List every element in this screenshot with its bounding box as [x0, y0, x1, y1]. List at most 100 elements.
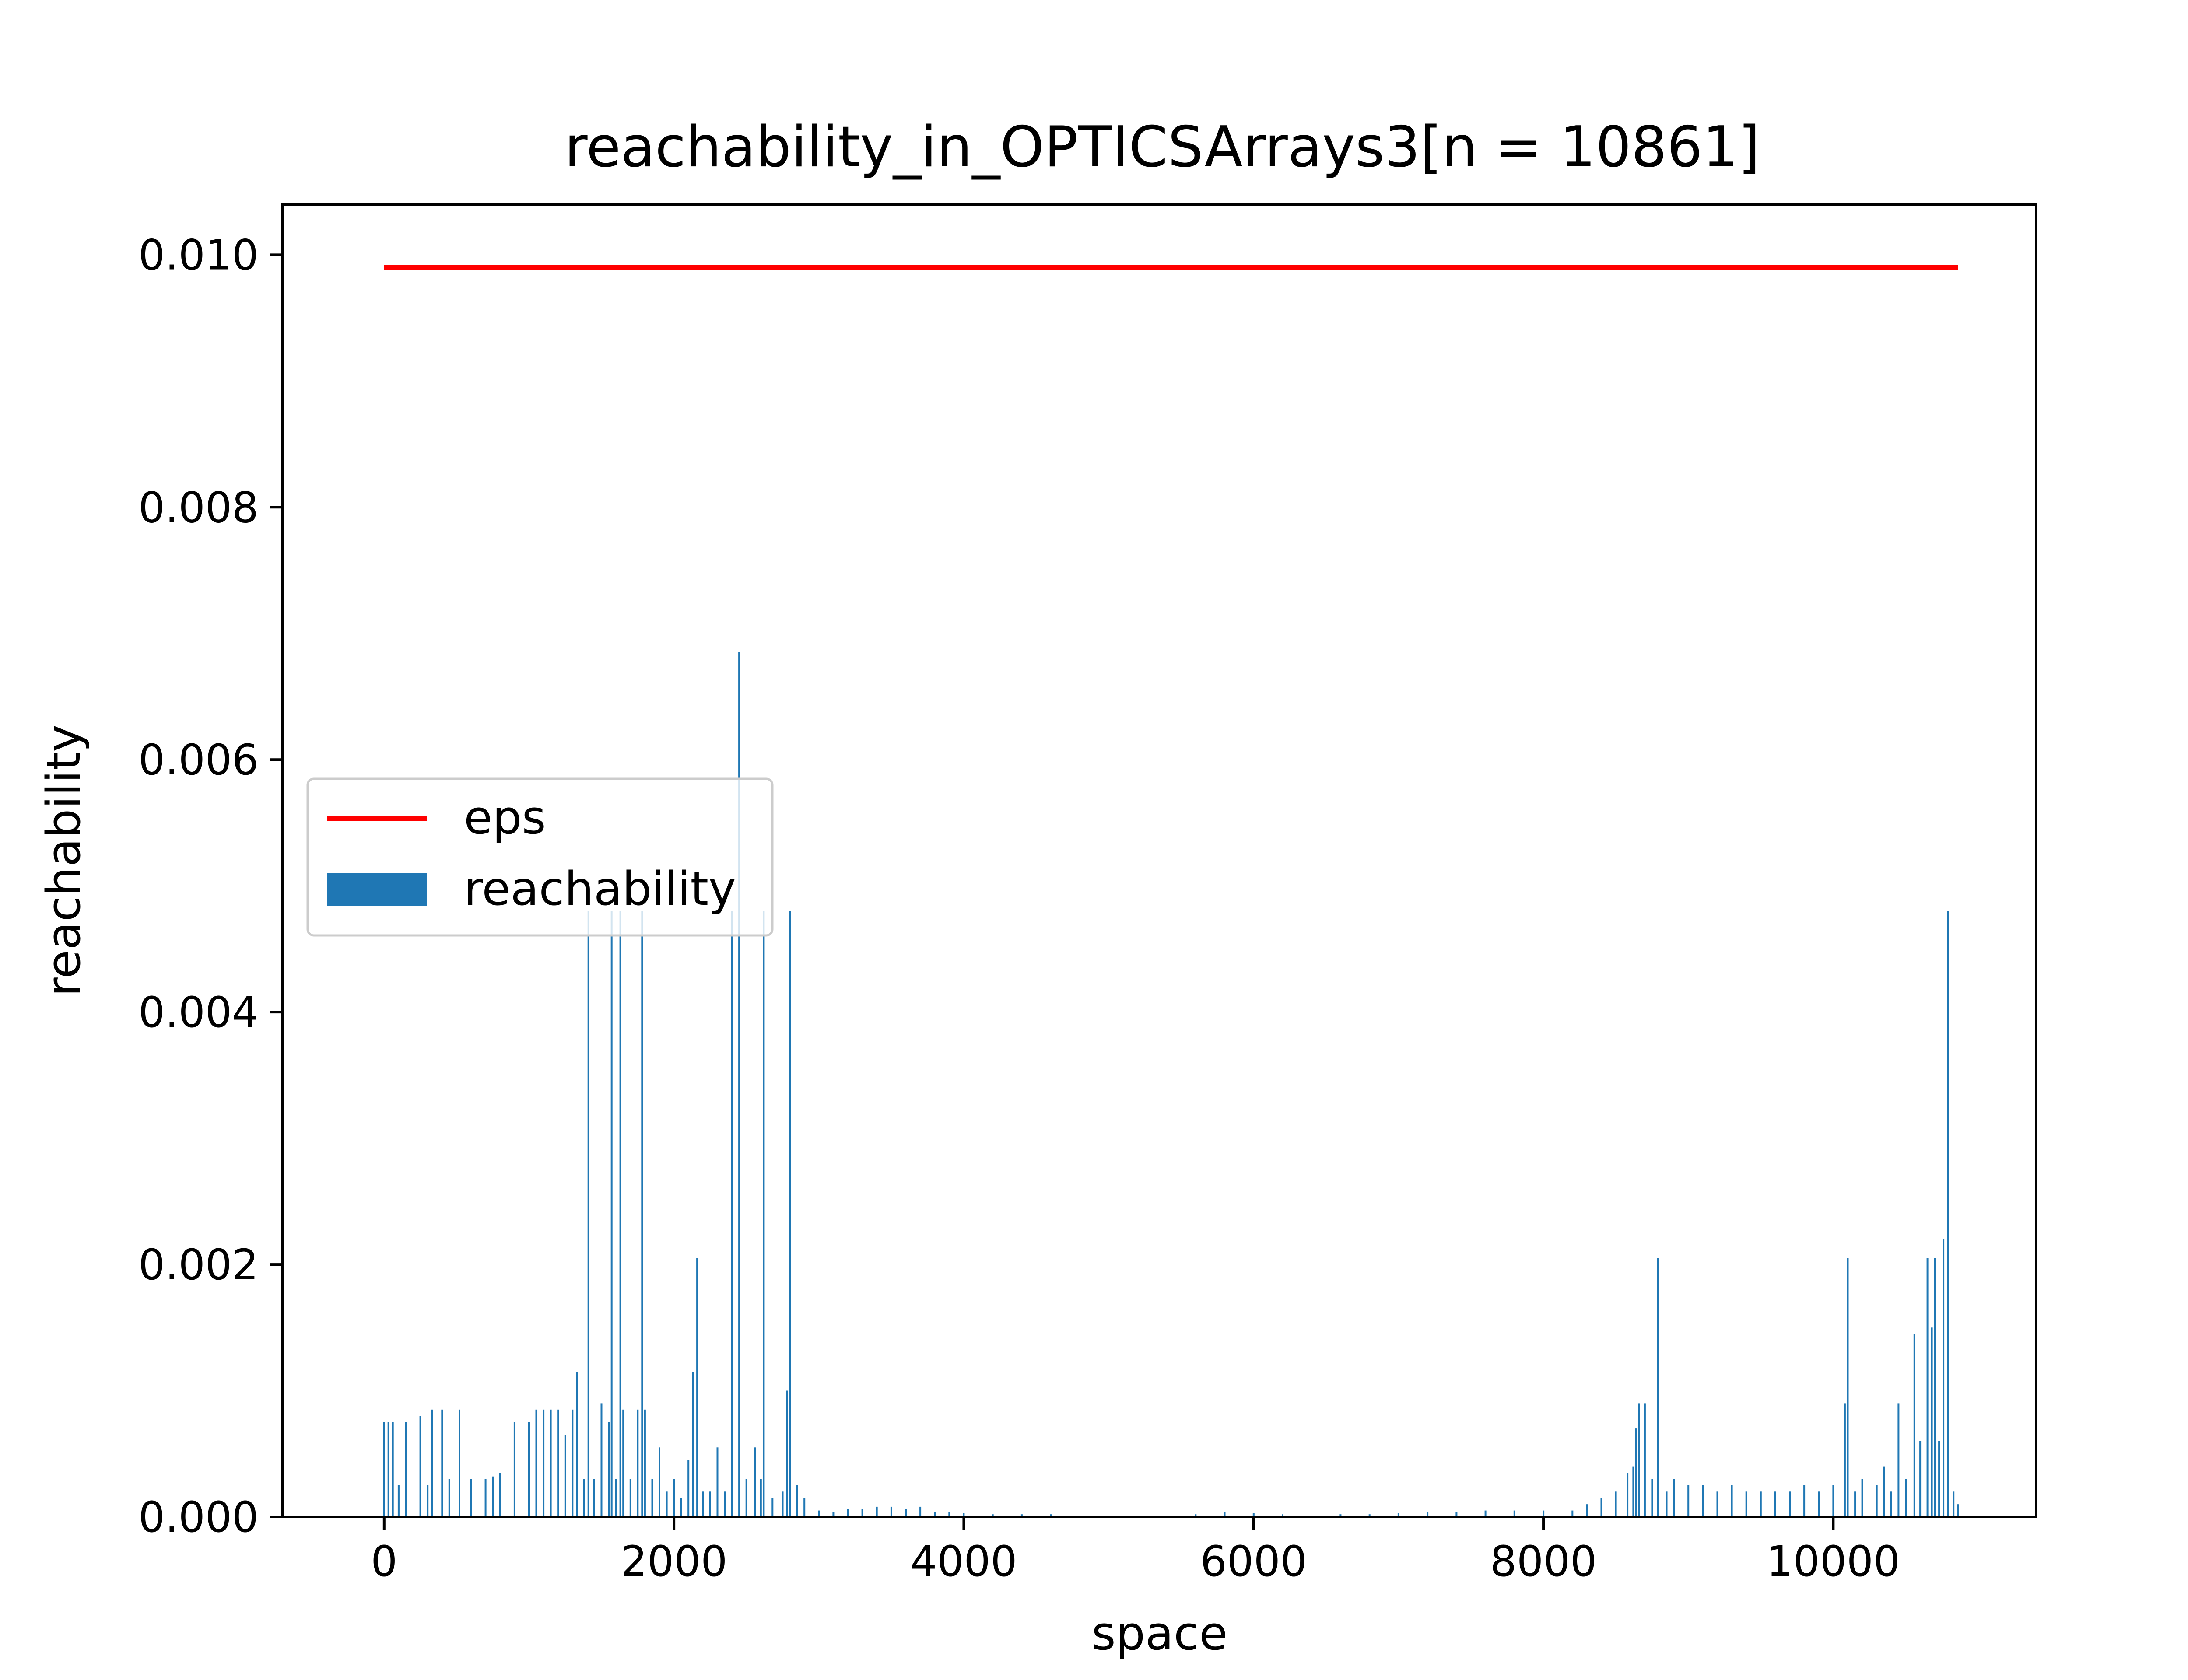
- legend-eps-label: eps: [464, 791, 546, 844]
- reachability-bar: [696, 1258, 698, 1517]
- reachability-bar: [1789, 1491, 1791, 1517]
- reachability-bar: [1818, 1491, 1820, 1517]
- reachability-bar: [619, 911, 621, 1517]
- reachability-bar: [760, 1479, 762, 1517]
- x-tick-label: 0: [371, 1537, 397, 1586]
- reachability-bar: [666, 1491, 668, 1517]
- reachability-bar: [803, 1498, 806, 1517]
- reachability-bar: [738, 652, 740, 1517]
- reachability-bar: [1861, 1479, 1863, 1517]
- reachability-bar: [629, 1479, 631, 1517]
- reachability-bar: [1905, 1479, 1907, 1517]
- reachability-bar: [1702, 1485, 1704, 1517]
- reachability-bar: [1854, 1491, 1856, 1517]
- reachability-bar: [644, 1409, 646, 1517]
- axes-frame: [281, 203, 2037, 1518]
- reachability-bar: [1666, 1491, 1668, 1517]
- y-axis-label: reachability: [37, 724, 91, 997]
- reachability-bar: [680, 1498, 682, 1517]
- reachability-bar: [513, 1422, 515, 1517]
- reachability-bar: [383, 1422, 385, 1517]
- reachability-bar: [1513, 1510, 1515, 1517]
- reachability-bar: [543, 1409, 545, 1517]
- x-tick-label: 6000: [1200, 1537, 1307, 1586]
- reachability-bar: [405, 1422, 407, 1517]
- reachability-bar: [1615, 1491, 1617, 1517]
- reachability-bar: [692, 1372, 694, 1517]
- reachability-bar: [564, 1435, 566, 1517]
- reachability-bar: [771, 1498, 774, 1517]
- reachability-bar: [641, 911, 643, 1517]
- reachability-bar: [1397, 1513, 1399, 1517]
- reachability-bar: [1883, 1466, 1885, 1517]
- reachability-bar: [1673, 1479, 1675, 1517]
- x-tick-label: 10000: [1767, 1537, 1900, 1586]
- x-tick-label: 8000: [1490, 1537, 1597, 1586]
- reachability-bar: [1638, 1403, 1640, 1517]
- reachability-bar: [1224, 1512, 1226, 1517]
- reachability-bar: [615, 1479, 617, 1517]
- reachability-bar: [1953, 1491, 1955, 1517]
- reachability-bar: [786, 1390, 788, 1517]
- y-tick-label: 0.006: [138, 735, 259, 784]
- y-tick-label: 0.008: [138, 483, 259, 532]
- reachability-bar: [1627, 1473, 1629, 1517]
- reachability-bar: [1635, 1428, 1637, 1517]
- reachability-bar: [1926, 1258, 1929, 1517]
- reachability-bar: [702, 1491, 704, 1517]
- reachability-bar: [1934, 1258, 1936, 1517]
- reachability-bar: [1632, 1466, 1634, 1517]
- reachability-bar: [1586, 1504, 1588, 1517]
- reachability-bar: [587, 911, 589, 1517]
- reachability-bar: [763, 911, 765, 1517]
- reachability-bar: [673, 1479, 675, 1517]
- y-tick-label: 0.010: [138, 231, 259, 280]
- plot-area: [383, 265, 1959, 1517]
- reachability-bar: [1897, 1403, 1900, 1517]
- reachability-bar: [1657, 1258, 1659, 1517]
- reachability-bar: [528, 1422, 530, 1517]
- reachability-bar: [687, 1460, 690, 1517]
- reachability-bar: [1252, 1513, 1255, 1517]
- y-tick-label: 0.000: [138, 1493, 259, 1542]
- reachability-bar: [1931, 1327, 1933, 1517]
- x-tick-label: 2000: [621, 1537, 727, 1586]
- reachability-bar: [448, 1479, 450, 1517]
- reachability-bar: [1571, 1510, 1574, 1517]
- x-tick-label: 4000: [910, 1537, 1017, 1586]
- reachability-bar: [1484, 1510, 1487, 1517]
- reachability-bar: [1455, 1512, 1458, 1517]
- reachability-bar: [651, 1479, 653, 1517]
- reachability-bar: [745, 1479, 747, 1517]
- reachability-bar: [818, 1510, 820, 1517]
- reachability-bar: [832, 1512, 835, 1517]
- reachability-bar: [1651, 1479, 1653, 1517]
- reachability-bar: [659, 1447, 660, 1517]
- reachability-bar: [550, 1409, 552, 1517]
- reachability-bar: [1938, 1441, 1940, 1517]
- reachability-bar: [1427, 1512, 1429, 1517]
- reachability-bar: [1943, 1239, 1945, 1517]
- reachability-series: [383, 652, 1959, 1517]
- reachability-bar: [1687, 1485, 1690, 1517]
- reachability-bar: [593, 1479, 595, 1517]
- reachability-bar: [637, 1409, 639, 1517]
- reachability-bar: [431, 1409, 433, 1517]
- chart-title: reachability_in_OPTICSArrays3[n = 10861]: [565, 115, 1760, 180]
- reachability-bar: [583, 1479, 585, 1517]
- reachability-bar: [1760, 1491, 1762, 1517]
- reachability-bar: [1876, 1485, 1878, 1517]
- reachability-bar: [1832, 1485, 1834, 1517]
- reachability-bar: [782, 1491, 784, 1517]
- reachability-bar: [441, 1409, 443, 1517]
- reachability-bar: [600, 1403, 603, 1517]
- reachability-bar: [1600, 1498, 1602, 1517]
- reachability-bar: [419, 1416, 421, 1517]
- y-tick-label: 0.002: [138, 1240, 259, 1289]
- reachability-bar: [572, 1409, 574, 1517]
- reachability-bar: [622, 1409, 624, 1517]
- reachability-bar: [1543, 1510, 1545, 1517]
- reachability-bar: [1957, 1504, 1959, 1517]
- legend: eps reachability: [306, 777, 774, 937]
- reachability-bar: [754, 1447, 756, 1517]
